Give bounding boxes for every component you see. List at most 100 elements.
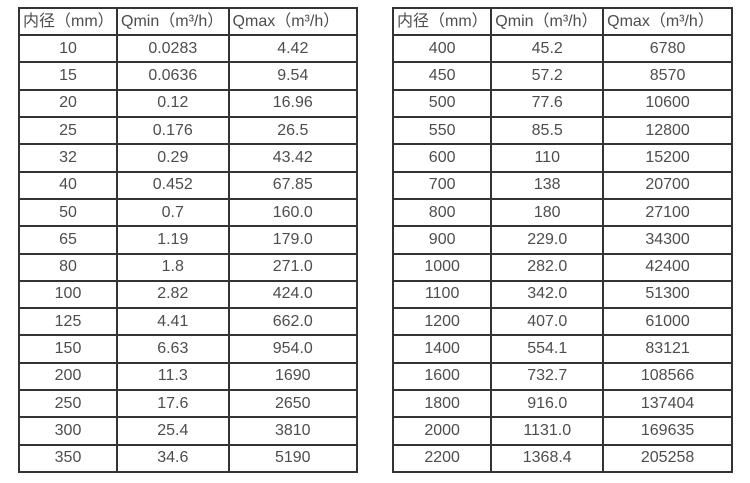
table-cell: 20 <box>17 88 119 118</box>
table-row: 500 77.6 10600 <box>391 88 733 118</box>
table-cell: 0.452 <box>116 170 230 200</box>
table-cell: 12800 <box>602 115 733 146</box>
column-header: 内径（mm） <box>17 7 119 36</box>
table-cell: 2200 <box>391 443 493 474</box>
table-cell: 137404 <box>602 389 733 419</box>
table-row: 550 85.5 12800 <box>391 115 733 146</box>
table-cell: 0.176 <box>116 115 230 146</box>
table-row: 200 11.3 1690 <box>17 361 359 392</box>
table-cell: 205258 <box>602 443 733 474</box>
table-cell: 1.8 <box>116 252 230 282</box>
table-cell: 25 <box>17 115 119 146</box>
table-row: 300 25.4 3810 <box>17 416 359 446</box>
table-cell: 180 <box>490 197 605 228</box>
column-header: Qmax（m³/h） <box>227 7 359 36</box>
table-row: 125 4.41 662.0 <box>17 307 359 337</box>
table-cell: 800 <box>391 197 493 228</box>
table-cell: 1800 <box>391 389 493 419</box>
table-cell: 550 <box>391 115 493 146</box>
table-cell: 0.7 <box>116 197 230 228</box>
table-cell: 732.7 <box>490 361 605 392</box>
table-cell: 0.29 <box>116 143 230 173</box>
table-row: 15 0.0636 9.54 <box>17 61 359 91</box>
table-cell: 32 <box>17 143 119 173</box>
table-cell: 160.0 <box>227 197 359 228</box>
table-row: 32 0.29 43.42 <box>17 143 359 173</box>
table-cell: 179.0 <box>227 225 359 255</box>
table-header-row: 内径（mm） Qmin（m³/h） Qmax（m³/h） <box>391 7 733 36</box>
table-cell: 2000 <box>391 416 493 446</box>
table-cell: 15 <box>17 61 119 91</box>
table-cell: 34300 <box>602 225 733 255</box>
table-cell: 15200 <box>602 143 733 173</box>
table-row: 150 6.63 954.0 <box>17 334 359 364</box>
table-cell: 125 <box>17 307 119 337</box>
table-cell: 1000 <box>391 252 493 282</box>
table-cell: 11.3 <box>116 361 230 392</box>
table-row: 900 229.0 34300 <box>391 225 733 255</box>
table-cell: 3810 <box>227 416 359 446</box>
table-row: 250 17.6 2650 <box>17 389 359 419</box>
table-row: 600 110 15200 <box>391 143 733 173</box>
table-cell: 282.0 <box>490 252 605 282</box>
table-cell: 45.2 <box>490 33 605 64</box>
table-cell: 954.0 <box>227 334 359 364</box>
table-row: 700 138 20700 <box>391 170 733 200</box>
table-cell: 916.0 <box>490 389 605 419</box>
table-row: 65 1.19 179.0 <box>17 225 359 255</box>
table-cell: 662.0 <box>227 307 359 337</box>
table-cell: 1200 <box>391 307 493 337</box>
table-cell: 300 <box>17 416 119 446</box>
table-cell: 65 <box>17 225 119 255</box>
table-cell: 5190 <box>227 443 359 474</box>
table-cell: 500 <box>391 88 493 118</box>
table-row: 1800 916.0 137404 <box>391 389 733 419</box>
table-row: 800 180 27100 <box>391 197 733 228</box>
table-header-row: 内径（mm） Qmin（m³/h） Qmax（m³/h） <box>17 7 359 36</box>
table-cell: 51300 <box>602 279 733 310</box>
table-cell: 342.0 <box>490 279 605 310</box>
table-row: 1000 282.0 42400 <box>391 252 733 282</box>
table-cell: 80 <box>17 252 119 282</box>
table-cell: 554.1 <box>490 334 605 364</box>
table-row: 25 0.176 26.5 <box>17 115 359 146</box>
table-cell: 42400 <box>602 252 733 282</box>
table-cell: 77.6 <box>490 88 605 118</box>
table-cell: 200 <box>17 361 119 392</box>
table-cell: 1600 <box>391 361 493 392</box>
table-cell: 1368.4 <box>490 443 605 474</box>
table-cell: 1690 <box>227 361 359 392</box>
table-cell: 2.82 <box>116 279 230 310</box>
table-cell: 85.5 <box>490 115 605 146</box>
column-header: Qmax（m³/h） <box>602 7 733 36</box>
table-cell: 110 <box>490 143 605 173</box>
table-cell: 20700 <box>602 170 733 200</box>
table-row: 10 0.0283 4.42 <box>17 33 359 64</box>
flow-spec-table-small-diameters: 内径（mm） Qmin（m³/h） Qmax（m³/h） 10 0.0283 4.42 1… <box>17 7 359 474</box>
table-cell: 0.0636 <box>116 61 230 91</box>
table-cell: 108566 <box>602 361 733 392</box>
table-cell: 138 <box>490 170 605 200</box>
table-cell: 1131.0 <box>490 416 605 446</box>
table-cell: 25.4 <box>116 416 230 446</box>
table-row: 40 0.452 67.85 <box>17 170 359 200</box>
table-cell: 450 <box>391 61 493 91</box>
table-row: 450 57.2 8570 <box>391 61 733 91</box>
table-cell: 8570 <box>602 61 733 91</box>
table-row: 2200 1368.4 205258 <box>391 443 733 474</box>
table-cell: 350 <box>17 443 119 474</box>
table-cell: 150 <box>17 334 119 364</box>
table-row: 100 2.82 424.0 <box>17 279 359 310</box>
table-row: 400 45.2 6780 <box>391 33 733 64</box>
column-header: Qmin（m³/h） <box>490 7 605 36</box>
table-cell: 271.0 <box>227 252 359 282</box>
table-cell: 1100 <box>391 279 493 310</box>
table-row: 20 0.12 16.96 <box>17 88 359 118</box>
table-cell: 424.0 <box>227 279 359 310</box>
table-cell: 67.85 <box>227 170 359 200</box>
column-header: Qmin（m³/h） <box>116 7 230 36</box>
table-cell: 600 <box>391 143 493 173</box>
table-cell: 1.19 <box>116 225 230 255</box>
table-row: 1100 342.0 51300 <box>391 279 733 310</box>
table-cell: 0.12 <box>116 88 230 118</box>
